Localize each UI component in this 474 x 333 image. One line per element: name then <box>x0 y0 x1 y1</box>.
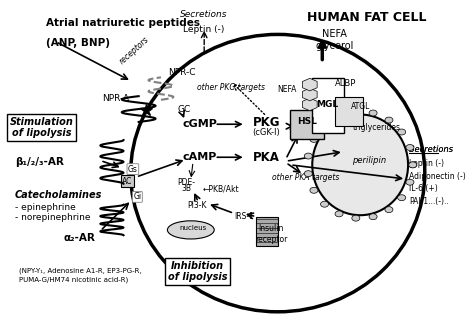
Text: cGMP: cGMP <box>182 119 217 129</box>
Text: (ANP, BNP): (ANP, BNP) <box>46 38 110 48</box>
Circle shape <box>335 113 343 119</box>
Circle shape <box>320 201 328 207</box>
Text: 3B: 3B <box>182 184 191 193</box>
Text: receptors: receptors <box>118 35 151 66</box>
Text: nucleus: nucleus <box>180 224 207 230</box>
Text: MGL: MGL <box>317 100 339 109</box>
Text: - epinephrine: - epinephrine <box>15 203 75 212</box>
Text: ←PKB/Akt: ←PKB/Akt <box>203 184 239 193</box>
Text: Gs: Gs <box>128 165 138 173</box>
Text: Atrial natriuretic peptides: Atrial natriuretic peptides <box>46 18 200 28</box>
Text: PAI-1...(-)..: PAI-1...(-).. <box>409 197 449 206</box>
Text: Leptin (-): Leptin (-) <box>409 160 444 168</box>
Text: GC: GC <box>177 105 191 114</box>
Circle shape <box>385 207 393 212</box>
Text: other PKG targets: other PKG targets <box>197 83 265 92</box>
Text: NPR-C: NPR-C <box>169 68 196 77</box>
Text: (NPY-Y₁, Adenosine A1-R, EP3-PG-R,: (NPY-Y₁, Adenosine A1-R, EP3-PG-R, <box>19 267 142 274</box>
Text: Inhibition
of lipolysis: Inhibition of lipolysis <box>168 261 227 282</box>
Circle shape <box>320 123 328 129</box>
FancyBboxPatch shape <box>335 97 363 126</box>
Circle shape <box>409 162 417 168</box>
Text: α₂-AR: α₂-AR <box>64 233 95 243</box>
Text: (cGK-I): (cGK-I) <box>253 128 281 137</box>
Text: NPR-A: NPR-A <box>101 94 129 103</box>
Circle shape <box>352 109 360 115</box>
Text: perilipin: perilipin <box>352 156 386 165</box>
FancyBboxPatch shape <box>312 78 344 133</box>
Text: IRS-1: IRS-1 <box>234 212 254 221</box>
Text: IL-6 (+): IL-6 (+) <box>409 184 438 193</box>
Text: Gi: Gi <box>133 192 141 201</box>
Circle shape <box>409 162 417 168</box>
Text: ALBP: ALBP <box>335 79 356 88</box>
Circle shape <box>335 211 343 217</box>
Circle shape <box>406 179 414 185</box>
Text: Leptin (-): Leptin (-) <box>183 25 225 34</box>
Text: Catecholamines: Catecholamines <box>15 189 102 199</box>
Text: β₁/₂/₃-AR: β₁/₂/₃-AR <box>15 157 64 166</box>
Circle shape <box>398 129 406 135</box>
Text: Secretions: Secretions <box>409 145 453 154</box>
Text: PDE-: PDE- <box>177 178 195 187</box>
Text: AC: AC <box>122 177 132 186</box>
FancyBboxPatch shape <box>290 110 324 140</box>
Text: HUMAN FAT CELL: HUMAN FAT CELL <box>307 11 427 24</box>
Circle shape <box>310 137 318 143</box>
Text: other PKA targets: other PKA targets <box>272 172 339 181</box>
Text: PI3-K: PI3-K <box>188 201 207 210</box>
Ellipse shape <box>312 115 408 215</box>
Text: PKA: PKA <box>253 151 280 164</box>
Text: PKG: PKG <box>253 117 280 130</box>
Text: PUMA-G/HM74 nicotinic acid-R): PUMA-G/HM74 nicotinic acid-R) <box>19 276 128 283</box>
FancyBboxPatch shape <box>256 217 278 246</box>
Text: Adiponectin (-): Adiponectin (-) <box>409 172 466 181</box>
Circle shape <box>352 215 360 221</box>
Text: - norepinephrine: - norepinephrine <box>15 213 90 222</box>
Text: Stimulation
of lipolysis: Stimulation of lipolysis <box>9 117 73 138</box>
Text: NEFA
glycerol: NEFA glycerol <box>316 29 354 51</box>
Ellipse shape <box>167 221 214 239</box>
Text: Secretions: Secretions <box>181 10 228 19</box>
Circle shape <box>385 117 393 123</box>
Text: cAMP: cAMP <box>182 152 217 162</box>
Circle shape <box>304 171 312 176</box>
Circle shape <box>398 195 406 201</box>
Text: Insulin
receptor: Insulin receptor <box>255 224 287 244</box>
Circle shape <box>369 110 377 116</box>
Circle shape <box>406 145 414 151</box>
Circle shape <box>304 153 312 159</box>
Circle shape <box>369 214 377 220</box>
Text: triglycerides: triglycerides <box>353 123 401 132</box>
Text: NEFA: NEFA <box>277 85 297 94</box>
Text: ATGL: ATGL <box>351 102 371 111</box>
Text: HSL: HSL <box>297 118 317 127</box>
Circle shape <box>310 187 318 193</box>
